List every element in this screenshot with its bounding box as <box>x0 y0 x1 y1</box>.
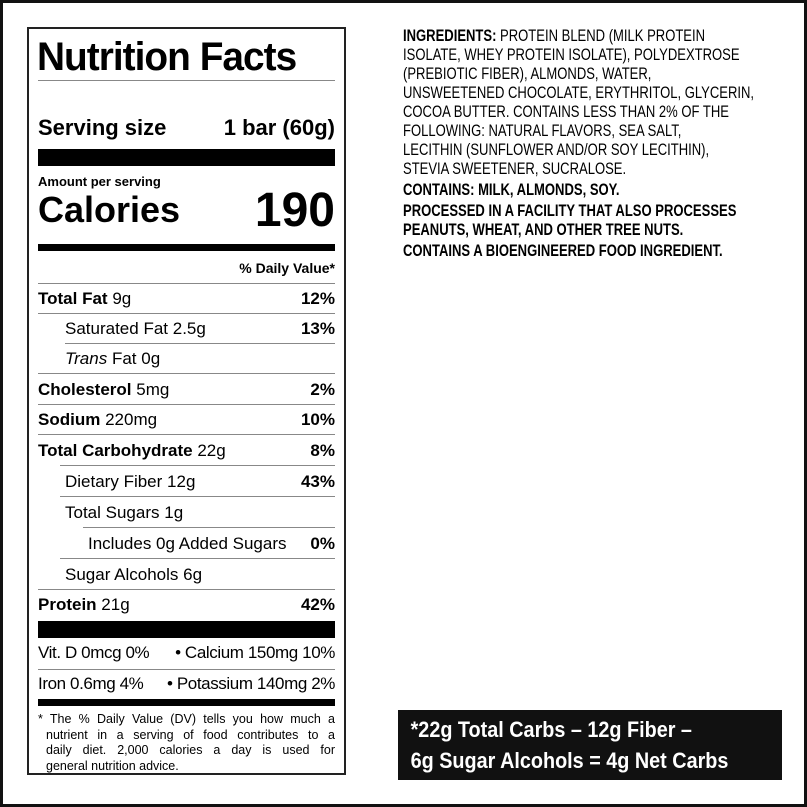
allergen-statement: CONTAINS: MILK, ALMONDS, SOY. <box>403 181 620 199</box>
nutrient-name: Trans <box>65 349 108 368</box>
serving-size-label: Serving size <box>38 115 167 140</box>
nutrient-row-added-sugars: Includes 0g Added Sugars 0% <box>38 529 335 559</box>
nutrient-dv: 43% <box>300 472 335 491</box>
thick-divider <box>38 621 335 638</box>
serving-size-value: 1 bar (60g) <box>223 115 335 140</box>
vitamin-left: Vit. D 0mcg 0% <box>38 643 150 662</box>
nutrient-name: Protein <box>38 595 97 614</box>
footnote-line: nutrient in a serving of food contribute… <box>46 727 335 742</box>
nutrient-dv: 12% <box>300 289 335 308</box>
calories-value: 190 <box>254 184 335 237</box>
vitamin-row: Iron 0.6mg 4% • Potassium 140mg 2% <box>38 674 335 694</box>
nutrient-row-total-sugars: Total Sugars 1g <box>38 498 335 528</box>
nutrient-row-dietary-fiber: Dietary Fiber 12g 43% <box>38 467 335 497</box>
ingredients-line: (PREBIOTIC FIBER), ALMONDS, WATER, <box>403 65 652 83</box>
footnote-line: daily diet. 2,000 calories a day is used… <box>46 743 335 757</box>
nutrient-amount: 220mg <box>105 410 158 429</box>
serving-size: Serving size 1 bar (60g) <box>38 115 335 141</box>
ingredients-line: PROTEIN BLEND (MILK PROTEIN <box>500 27 706 45</box>
divider <box>38 283 335 284</box>
nutrient-name: Sugar Alcohols <box>65 565 179 584</box>
bioengineered-statement: CONTAINS A BIOENGINEERED FOOD INGREDIENT… <box>403 242 723 260</box>
nutrient-dv: 10% <box>300 410 335 429</box>
nutrient-row-protein: Protein 21g 42% <box>38 590 335 620</box>
ingredients-line: UNSWEETENED CHOCOLATE, ERYTHRITOL, GLYCE… <box>403 84 755 102</box>
nutrient-amount: 9g <box>112 289 132 308</box>
nutrient-name: Saturated Fat <box>65 319 169 338</box>
ingredients-heading: INGREDIENTS: <box>403 27 497 45</box>
nutrient-row-total-fat: Total Fat 9g 12% <box>38 284 335 314</box>
facility-statement: PEANUTS, WHEAT, AND OTHER TREE NUTS. <box>403 221 684 239</box>
ingredients-line: LECITHIN (SUNFLOWER AND/OR SOY LECITHIN)… <box>403 141 710 159</box>
nutrient-amount: 0g <box>141 349 161 368</box>
nutrient-row-cholesterol: Cholesterol 5mg 2% <box>38 375 335 405</box>
nutrient-amount: 1g <box>164 503 184 522</box>
thick-divider <box>38 149 335 166</box>
footnote: * The % Daily Value (DV) tells you how m… <box>38 712 335 774</box>
nutrient-row-total-carbohydrate: Total Carbohydrate 22g 8% <box>38 436 335 466</box>
vitamin-left: Iron 0.6mg 4% <box>38 674 144 693</box>
medium-divider <box>38 699 335 706</box>
nutrient-dv: 8% <box>310 441 335 460</box>
nutrient-row-sodium: Sodium 220mg 10% <box>38 405 335 435</box>
divider <box>38 669 335 670</box>
nutrient-amount: 21g <box>101 595 130 614</box>
daily-value-header: % Daily Value* <box>239 260 335 276</box>
vitamin-row: Vit. D 0mcg 0% • Calcium 150mg 10% <box>38 643 335 663</box>
footnote-line: * The % Daily Value (DV) tells you how m… <box>38 712 335 726</box>
nutrient-amount: 12g <box>167 472 196 491</box>
net-carbs-line: 6g Sugar Alcohols = 4g Net Carbs <box>410 748 729 773</box>
medium-divider <box>38 244 335 251</box>
nutrient-name: Includes 0g Added Sugars <box>88 534 287 553</box>
label-title: Nutrition Facts <box>37 35 297 79</box>
vitamin-right: • Calcium 150mg 10% <box>175 643 335 662</box>
ingredients-panel: INGREDIENTS: PROTEIN BLEND (MILK PROTEIN… <box>403 27 774 261</box>
nutrient-name: Total Sugars <box>65 503 160 522</box>
nutrient-amount: 5mg <box>136 380 170 399</box>
ingredients-line: STEVIA SWEETENER, SUCRALOSE. <box>403 160 627 178</box>
nutrient-row-trans-fat: Trans Fat 0g <box>38 344 335 374</box>
nutrient-dv: 42% <box>300 595 335 614</box>
facility-statement: PROCESSED IN A FACILITY THAT ALSO PROCES… <box>403 202 737 220</box>
nutrient-dv: 2% <box>310 380 335 399</box>
ingredients-line: FOLLOWING: NATURAL FLAVORS, SEA SALT, <box>403 122 682 140</box>
calories-label: Calories <box>38 189 181 230</box>
nutrient-amount: 22g <box>197 441 226 460</box>
nutrient-row-sugar-alcohols: Sugar Alcohols 6g <box>38 560 335 590</box>
nutrient-amount: 2.5g <box>172 319 206 338</box>
nutrient-name: Dietary Fiber <box>65 472 163 491</box>
vitamin-right: • Potassium 140mg 2% <box>166 674 335 693</box>
nutrient-dv: 13% <box>300 319 335 338</box>
nutrient-name: Total Carbohydrate <box>38 441 193 460</box>
nutrient-name: Cholesterol <box>38 380 132 399</box>
net-carbs-box: *22g Total Carbs – 12g Fiber – 6g Sugar … <box>398 710 782 780</box>
ingredients-line: ISOLATE, WHEY PROTEIN ISOLATE), POLYDEXT… <box>403 46 740 64</box>
nutrient-name-rest: Fat <box>111 349 137 368</box>
nutrition-facts-label: Nutrition Facts Serving size 1 bar (60g)… <box>27 27 346 775</box>
amount-per-serving: Amount per serving <box>38 174 161 189</box>
ingredients-line: COCOA BUTTER. CONTAINS LESS THAN 2% OF T… <box>403 103 729 121</box>
nutrient-name: Sodium <box>38 410 101 429</box>
net-carbs-line: *22g Total Carbs – 12g Fiber – <box>410 717 692 742</box>
divider <box>38 80 335 81</box>
footnote-line: general nutrition advice. <box>46 758 179 773</box>
nutrient-name: Total Fat <box>38 289 108 308</box>
nutrient-row-saturated-fat: Saturated Fat 2.5g 13% <box>38 314 335 344</box>
nutrient-dv: 0% <box>310 534 335 553</box>
calories: Calories 190 <box>38 184 335 237</box>
nutrient-amount: 6g <box>183 565 203 584</box>
